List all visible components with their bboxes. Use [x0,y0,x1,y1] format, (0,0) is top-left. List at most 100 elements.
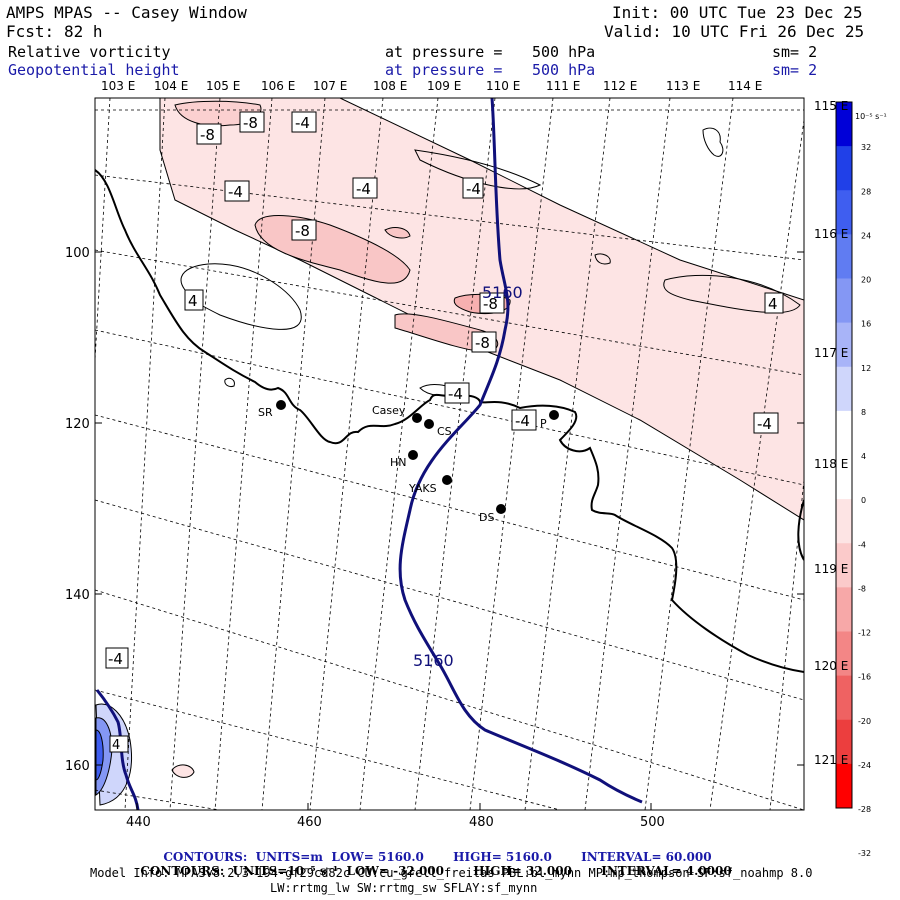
height-label: 5160 [482,283,523,302]
footer-interval: INTERVAL= 60.000 [581,850,712,864]
svg-text:4: 4 [188,292,198,310]
x-tick-label: 500 [640,815,665,830]
lon-label: 114 E [728,79,762,93]
longitude-labels: 103 E 104 E 105 E 106 E 107 E 108 E 109 … [101,79,762,93]
vort-label: -4 [105,647,129,669]
field2-pressure-label: at pressure = [385,61,503,79]
colorbar-swatch [836,278,852,324]
lat-label: 118 E [814,457,848,471]
colorbar-tick-label: -4 [858,540,866,549]
station-marker [276,400,286,410]
height-label: 5160 [413,651,454,670]
x-tick-label: 440 [126,815,151,830]
station-marker [442,475,452,485]
colorbar-swatch [836,234,852,279]
app-title: AMPS MPAS -- Casey Window [6,3,247,22]
lat-label: 121 E [814,753,848,767]
svg-text:-4: -4 [295,114,310,132]
colorbar-tick-label: -16 [858,673,871,682]
valid-time: Valid: 10 UTC Fri 26 Dec 25 [604,22,865,41]
colorbar-swatch [836,631,852,677]
colorbar-tick-label: 8 [861,408,866,417]
colorbar-tick-label: -8 [858,584,866,593]
colorbar-tick-label: 12 [861,364,871,373]
vort-label: -4 [753,412,779,434]
svg-text:-8: -8 [483,295,498,313]
lon-label: 111 E [546,79,580,93]
field1-smooth: sm= 2 [772,43,818,61]
vort-region-neg8 [384,227,411,239]
svg-text:-4: -4 [757,415,772,433]
vort-contours [180,127,801,396]
axis-ticks [95,251,804,810]
colorbar-swatch [836,455,852,500]
station-label: YAKS [408,482,437,495]
station-marker [549,410,559,420]
lat-label: 120 E [814,659,848,673]
vort-label: 4 [764,292,784,314]
field1-pressure-label: at pressure = [385,43,503,61]
colorbar-swatch [836,190,852,235]
svg-text:-4: -4 [108,650,123,668]
lon-label: 103 E [101,79,135,93]
colorbar-swatch [836,102,852,147]
vort-label: -4 [352,177,378,199]
colorbar-tick-label: 4 [861,452,866,461]
y-tick-label: 100 [65,246,90,261]
footer-high: HIGH= 5160.0 [453,850,552,864]
colorbar-swatch [836,719,852,765]
lon-label: 106 E [261,79,295,93]
svg-text:-8: -8 [243,114,258,132]
field1-pressure-value: 500 hPa [532,43,596,61]
lon-label: 110 E [486,79,520,93]
colorbar-swatch [836,543,852,588]
colorbar-swatch [836,146,852,191]
footer-interval: INTERVAL= 4.0000 [601,864,732,878]
forecast-value: 82 h [64,22,103,41]
vort-label: -8 [471,331,497,353]
coastline [95,169,804,673]
svg-text:-4: -4 [515,412,530,430]
colorbar-swatch [836,366,852,412]
lon-label: 113 E [666,79,700,93]
colorbar-swatch [836,763,852,809]
lon-label: 112 E [603,79,637,93]
height-contour-5160 [398,98,643,804]
svg-text:-4: -4 [448,385,463,403]
vort-label: -8 [479,292,505,314]
station-label: DS [479,511,494,524]
lat-label: 117 E [814,346,848,360]
colorbar-tick-label: 0 [861,496,866,505]
colorbar-tick-label: 28 [861,187,871,196]
field2-smooth: sm= 2 [772,61,818,79]
footer-contours: CONTOURS: [140,864,225,878]
model-info: Model Info: MPASv8.2.3-194-gf29cd82c CU:… [90,866,813,880]
station-label: HN [390,456,407,469]
vort-label: -4 [462,177,484,199]
footer-units: UNITS=m [255,850,324,864]
station-label: P [540,417,547,430]
colorbar-tick-label: -28 [858,805,871,814]
vort-label-boxes: -8 -8 -4 -4 -4 -4 -8 4 -8 -8 4 -4 -4 -4 … [105,111,784,753]
colorbar-swatch [836,587,852,632]
footer-low: LOW= -32.000 [346,864,444,878]
colorbar-unit: 10⁻⁵ s⁻¹ [855,112,887,121]
vort-label: -4 [511,409,537,431]
vort-label: 4 [184,289,204,311]
field2-name: Geopotential height [8,61,180,79]
lon-label: 104 E [154,79,188,93]
svg-text:-8: -8 [295,222,310,240]
station-marker [424,419,434,429]
footer-high: HIGH= 32.000 [473,864,572,878]
colorbar-swatch [836,322,852,368]
colorbar-tick-label: 24 [861,231,871,240]
footer-line2: CONTOURS: UNITS=10⁻⁵ s⁻¹ LOW= -32.000 HI… [132,852,732,878]
vort-label: -4 [224,180,250,202]
lat-label: 116 E [814,227,848,241]
vort-label: -4 [444,382,470,404]
forecast-label: Fcst: [6,22,55,41]
colorbar-tick-label: -32 [858,849,871,858]
footer-units: UNITS=10⁻⁵ s⁻¹ [232,864,339,878]
vort-label: -8 [196,123,222,145]
